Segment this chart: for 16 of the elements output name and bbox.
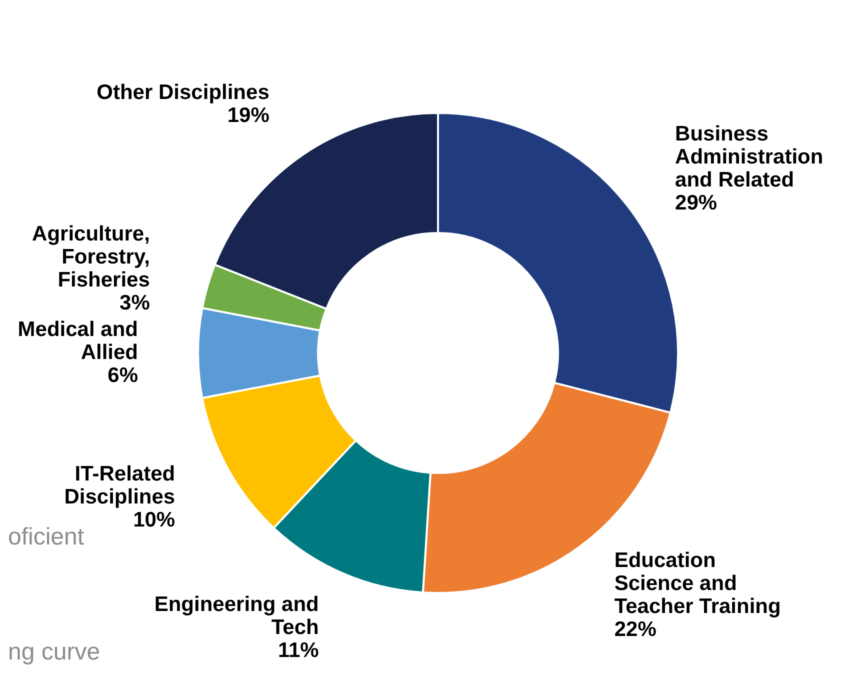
slice-label: IT-Related Disciplines xyxy=(64,462,176,508)
data-label: 22% xyxy=(614,618,657,641)
data-label: 3% xyxy=(120,292,150,315)
slice-label: Engineering and Tech xyxy=(154,593,319,640)
text: ng curve xyxy=(8,638,100,666)
data-label: 10% xyxy=(133,508,176,532)
slice-label: Education Science and Teacher Training xyxy=(614,549,781,618)
slice-label: Other Disciplines xyxy=(96,81,270,104)
slice-label: Agriculture, Forestry, Fisheries xyxy=(32,222,150,292)
data-label: 19% xyxy=(227,104,270,128)
data-label: 29% xyxy=(675,191,718,214)
slice-label: Medical and Allied xyxy=(18,318,138,364)
slice-label: Business Administration and Related xyxy=(675,122,824,192)
data-label: 11% xyxy=(278,639,320,662)
text: oficient xyxy=(8,524,84,551)
data-label: 6% xyxy=(108,364,138,387)
